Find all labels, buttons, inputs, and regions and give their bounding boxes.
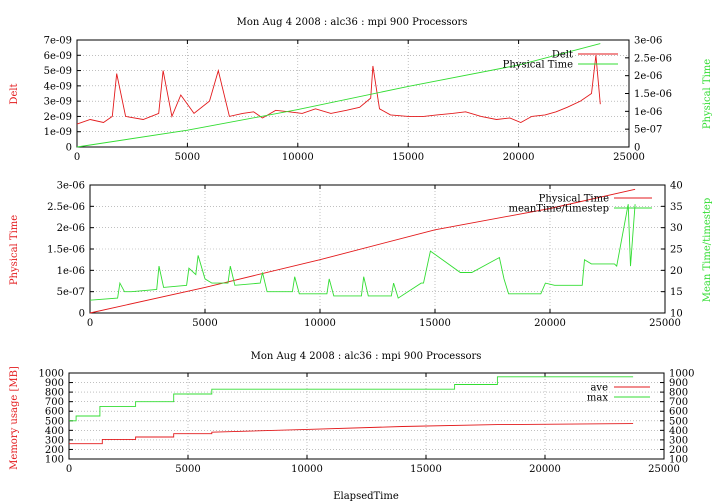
- y-tick-label: 1.5e-06: [47, 245, 85, 256]
- y-tick-label: 900: [45, 378, 64, 389]
- y2-tick-label: 100: [669, 455, 688, 466]
- y-tick-label: 2e-09: [44, 112, 72, 123]
- legend-label: Delt: [552, 50, 573, 61]
- legend-label: Physical Time: [503, 60, 573, 71]
- legend-label: ave: [590, 383, 608, 394]
- x-tick-label: 15000: [410, 464, 442, 475]
- x-tick-label: 20000: [503, 152, 535, 163]
- x-tick-label: 20000: [534, 318, 566, 329]
- y-tick-label: 100: [45, 455, 64, 466]
- y2-tick-label: 700: [669, 397, 688, 408]
- y-tick-label: 2e-06: [57, 223, 85, 234]
- y2-tick-label: 1e-06: [634, 107, 662, 118]
- panel-3-xlabel: ElapsedTime: [333, 491, 399, 502]
- x-tick-label: 10000: [304, 318, 336, 329]
- y2-tick-label: 2e-06: [634, 71, 662, 82]
- y-tick-label: 4e-09: [44, 81, 72, 92]
- y2-tick-label: 40: [670, 181, 683, 192]
- x-tick-label: 25000: [648, 464, 680, 475]
- y-tick-label: 5e-07: [57, 287, 85, 298]
- x-tick-label: 10000: [282, 152, 314, 163]
- y-tick-label: 3e-06: [57, 181, 85, 192]
- y-tick-label: 0: [66, 143, 72, 154]
- panel-physical-time-mean-time: Physical Time Mean Time/timestep 0 5000 10…: [9, 181, 713, 330]
- y-tick-label: 200: [45, 445, 64, 456]
- y-tick-label: 0: [79, 309, 85, 320]
- panel-2-plot-frame: [89, 184, 666, 314]
- legend-label: Physical Time: [539, 194, 609, 205]
- y-tick-label: 400: [45, 426, 64, 437]
- x-tick-label: 25000: [649, 318, 681, 329]
- x-tick-label: 25000: [613, 152, 645, 163]
- panel-2-ylabel: Physical Time: [9, 215, 20, 285]
- x-tick-label: 10000: [291, 464, 323, 475]
- y-tick-label: 700: [45, 397, 64, 408]
- y-tick-label: 600: [45, 407, 64, 418]
- y-tick-label: 800: [45, 388, 64, 399]
- series-line-physical-time: [89, 188, 636, 314]
- series-line-ave: [69, 423, 634, 445]
- panel-delt-physical-time: Mon Aug 4 2008 : alc36 : mpi 900 Process…: [9, 17, 713, 163]
- y2-tick-label: 500: [669, 416, 688, 427]
- x-tick-label: 15000: [419, 318, 451, 329]
- series-line-delt: [76, 55, 601, 125]
- y2-tick-label: 15: [670, 287, 683, 298]
- panel-3-title: Mon Aug 4 2008 : alc36 : mpi 900 Process…: [251, 351, 482, 362]
- x-tick-label: 0: [66, 464, 72, 475]
- x-tick-label: 0: [74, 152, 80, 163]
- y-tick-label: 500: [45, 416, 64, 427]
- x-tick-label: 15000: [392, 152, 424, 163]
- y2-tick-label: 200: [669, 445, 688, 456]
- y2-tick-label: 20: [670, 266, 683, 277]
- y2-tick-label: 3e-06: [634, 36, 662, 47]
- y-tick-label: 1e-06: [57, 266, 85, 277]
- panel-2-y2label: Mean Time/timestep: [702, 198, 713, 302]
- y-tick-label: 3e-09: [44, 97, 72, 108]
- y2-tick-label: 10: [670, 309, 683, 320]
- panel-memory-usage: Mon Aug 4 2008 : alc36 : mpi 900 Process…: [9, 351, 694, 502]
- y2-tick-label: 600: [669, 407, 688, 418]
- panel-1-title: Mon Aug 4 2008 : alc36 : mpi 900 Process…: [237, 17, 468, 28]
- y-tick-label: 2.5e-06: [47, 202, 85, 213]
- y2-tick-label: 30: [670, 223, 683, 234]
- panel-1-plot-frame: [76, 39, 630, 148]
- panel-1-ylabel: Delt: [9, 83, 20, 104]
- y2-tick-label: 5e-07: [634, 125, 662, 136]
- y2-tick-label: 1000: [669, 369, 694, 380]
- y2-tick-label: 2.5e-06: [634, 53, 672, 64]
- y2-tick-label: 25: [670, 245, 683, 256]
- y2-tick-label: 400: [669, 426, 688, 437]
- y-tick-label: 7e-09: [44, 36, 72, 47]
- y-tick-label: 6e-09: [44, 51, 72, 62]
- panel-1-y2label: Physical Time: [702, 59, 713, 129]
- legend-label: meanTime/timestep: [508, 204, 609, 215]
- series-line-meantime-timestep: [89, 204, 636, 301]
- legend-label: max: [587, 393, 608, 404]
- series-line-max: [69, 376, 634, 422]
- y2-tick-label: 800: [669, 388, 688, 399]
- x-tick-label: 5000: [175, 464, 200, 475]
- y2-tick-label: 300: [669, 435, 688, 446]
- series-line-physical-time: [76, 43, 601, 148]
- y-tick-label: 5e-09: [44, 66, 72, 77]
- y2-tick-label: 0: [634, 143, 640, 154]
- x-tick-label: 20000: [529, 464, 561, 475]
- y2-tick-label: 900: [669, 378, 688, 389]
- panel-3-ylabel: Memory usage [MB]: [9, 366, 20, 470]
- x-tick-label: 5000: [175, 152, 200, 163]
- y2-tick-label: 1.5e-06: [634, 89, 672, 100]
- y-tick-label: 1000: [39, 369, 64, 380]
- x-tick-label: 5000: [192, 318, 217, 329]
- x-tick-label: 0: [87, 318, 93, 329]
- panel-3-plot-frame: [68, 372, 665, 460]
- y-tick-label: 1e-09: [44, 127, 72, 138]
- y-tick-label: 300: [45, 435, 64, 446]
- y2-tick-label: 35: [670, 202, 683, 213]
